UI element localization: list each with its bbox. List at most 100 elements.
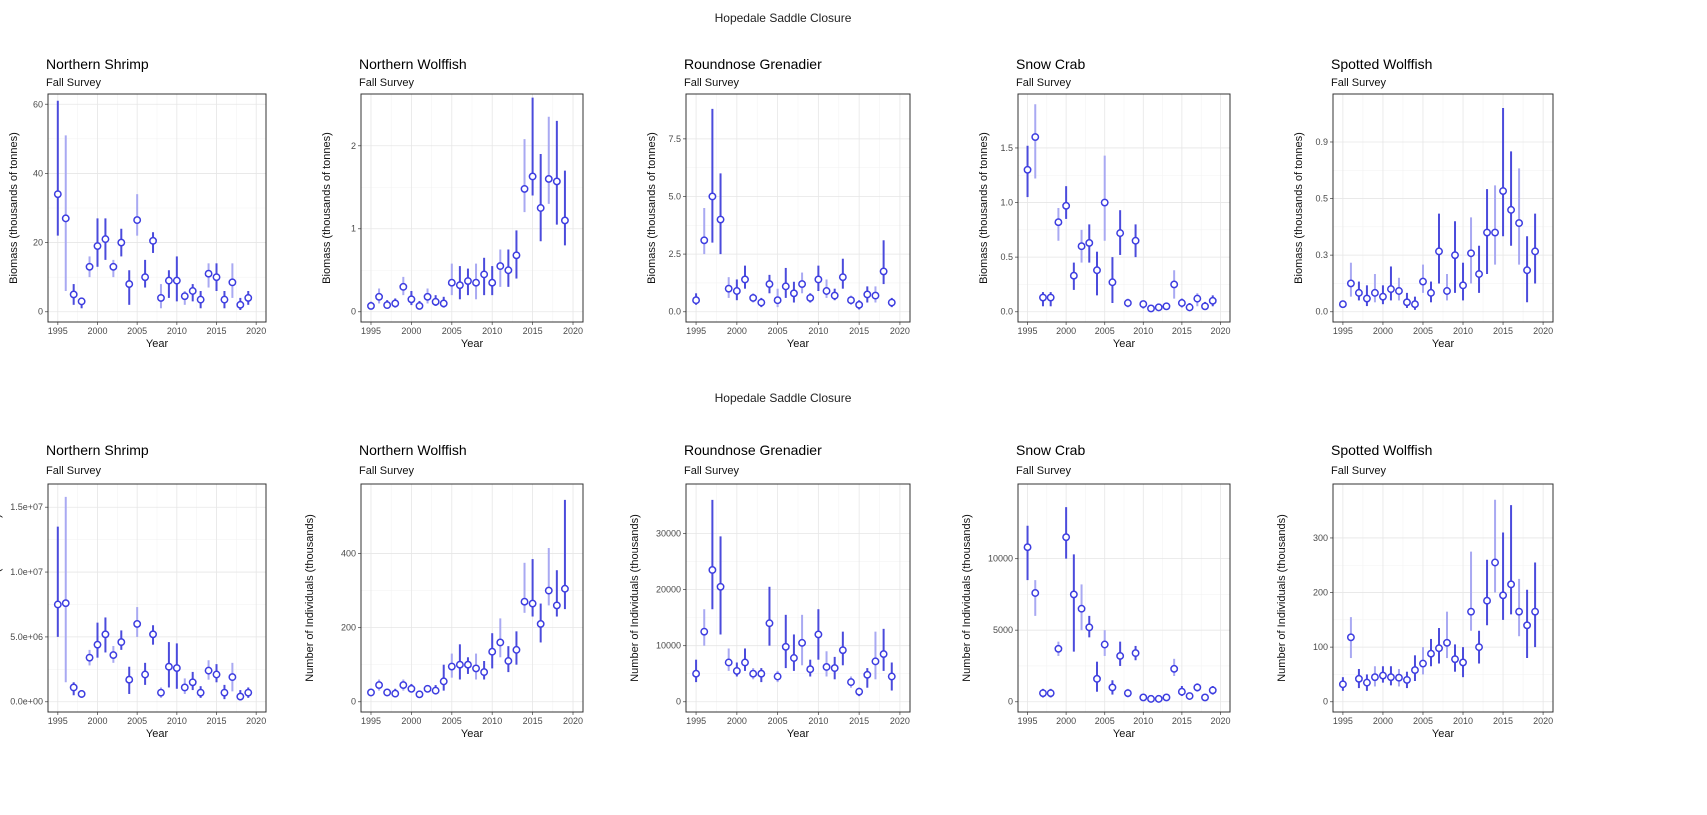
y-axis-title: Number of Individuals (thousands) [961, 514, 973, 682]
data-point [830, 664, 839, 673]
row-title-abundance: Hopedale Saddle Closure [715, 391, 852, 405]
data-point [1023, 165, 1032, 174]
plot-border [47, 93, 267, 323]
data-point [536, 204, 545, 212]
data-point [1116, 229, 1125, 238]
x-tick-label: 2005 [1413, 326, 1433, 336]
data-point [863, 670, 872, 679]
y-tick-label: 0.0 [668, 307, 681, 317]
x-axis-title: Year [1113, 728, 1136, 740]
data-point [1162, 302, 1171, 311]
data-point [1039, 293, 1047, 302]
data-point [1467, 249, 1475, 258]
chart-panel: Snow Crab Fall Survey 1995 2000 2005 2010 2015… [978, 56, 1231, 350]
data-point [133, 619, 142, 628]
x-tick-label: 2005 [1413, 716, 1433, 726]
data-point [700, 627, 709, 636]
data-point [117, 238, 126, 247]
data-point [1507, 580, 1516, 589]
y-tick-label: 0.9 [1315, 137, 1328, 147]
data-point [141, 670, 150, 679]
data-point [822, 663, 831, 671]
data-point [765, 619, 774, 628]
data-point [871, 291, 880, 300]
data-point [101, 235, 110, 244]
y-tick-label: 30000 [656, 529, 681, 539]
x-tick-label: 2010 [167, 326, 187, 336]
y-tick-label: 0 [38, 307, 43, 317]
data-point [53, 190, 62, 199]
x-tick-label: 2005 [127, 326, 147, 336]
panel-title: Northern Wolffish [359, 442, 467, 458]
data-point [1403, 675, 1411, 684]
data-point [1386, 673, 1395, 682]
y-tick-label: 0 [351, 307, 356, 317]
data-point [407, 295, 416, 304]
data-point [1483, 228, 1491, 237]
x-tick-label: 2020 [246, 716, 266, 726]
data-point [1162, 693, 1171, 702]
data-point [1085, 238, 1094, 247]
y-axis-title: Biomass (thousands of tonnes) [646, 132, 658, 284]
data-point [1515, 607, 1524, 616]
x-axis-title: Year [1113, 338, 1136, 350]
x-tick-label: 2005 [768, 326, 788, 336]
data-point [1185, 692, 1194, 700]
data-point [822, 287, 831, 295]
data-point [1093, 674, 1101, 683]
panel-title: Northern Wolffish [359, 56, 467, 72]
data-point [1378, 671, 1387, 680]
data-point [220, 688, 229, 697]
x-tick-label: 2010 [1453, 326, 1473, 336]
data-point [512, 251, 521, 260]
panel-subtitle: Fall Survey [684, 465, 740, 477]
data-point [1123, 299, 1132, 307]
y-tick-label: 200 [1313, 588, 1328, 598]
data-point [488, 647, 497, 656]
data-point [1170, 280, 1179, 289]
data-point [512, 645, 521, 654]
data-point [407, 684, 416, 693]
data-point [1077, 242, 1086, 251]
x-tick-label: 2005 [1095, 716, 1115, 726]
y-tick-label: 1 [351, 224, 356, 234]
y-tick-label: 0.0 [1000, 307, 1013, 317]
data-point [188, 287, 197, 295]
x-tick-label: 2010 [482, 716, 502, 726]
y-axis-title: Number of Individuals (thousands) [1276, 514, 1288, 682]
y-tick-label: 10000 [988, 554, 1013, 564]
data-point [814, 630, 823, 639]
data-point [1054, 218, 1063, 227]
data-point [504, 266, 513, 275]
panel-subtitle: Fall Survey [1331, 77, 1387, 89]
data-point [520, 184, 529, 193]
chart-panel: Northern Wolffish Fall Survey 1995 2000 2005… [321, 56, 584, 350]
x-tick-label: 1995 [48, 326, 68, 336]
data-point [838, 273, 847, 282]
data-point [1362, 678, 1371, 687]
data-point [724, 658, 733, 667]
data-point [1069, 271, 1078, 280]
data-point [847, 296, 855, 305]
data-point [383, 688, 392, 697]
data-point [1108, 683, 1117, 692]
x-tick-label: 2000 [401, 326, 421, 336]
data-point [472, 664, 480, 673]
data-point [1193, 683, 1202, 692]
data-point [117, 638, 126, 647]
plot-border [1332, 483, 1554, 713]
data-point [798, 280, 807, 289]
data-point [1395, 673, 1403, 682]
data-point [789, 289, 798, 298]
x-tick-label: 1995 [1018, 716, 1038, 726]
data-point [1435, 644, 1443, 653]
data-point [1170, 664, 1179, 673]
x-tick-label: 1995 [1333, 326, 1353, 336]
data-point [806, 293, 815, 302]
data-point [781, 282, 790, 291]
chart-panel: Roundnose Grenadier Fall Survey 1995 2000 20… [646, 56, 911, 350]
